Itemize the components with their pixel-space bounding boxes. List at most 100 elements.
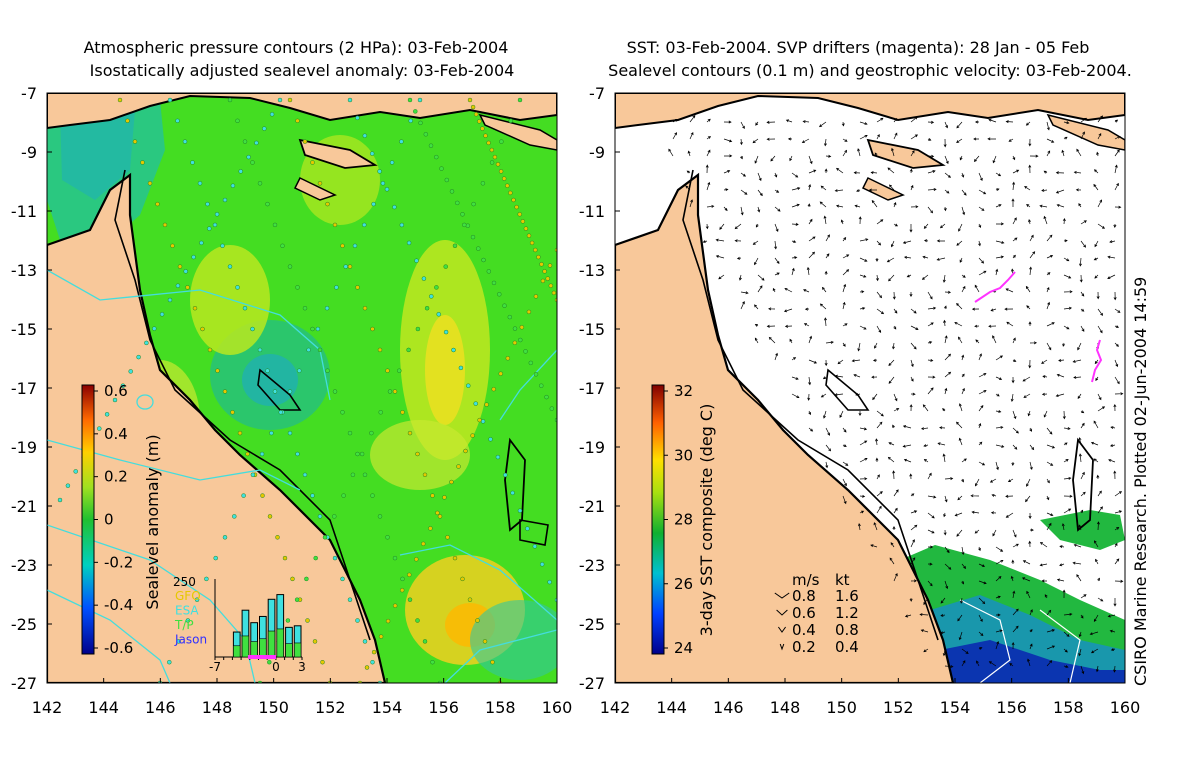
- left-y-tick-label: -17: [11, 379, 37, 398]
- left-x-tick-label: 150: [258, 698, 289, 717]
- left-x-tick-label: 160: [542, 698, 573, 717]
- speed-legend-ms: 0.6: [792, 604, 816, 622]
- velocity-arrows: [668, 115, 1124, 675]
- inset-bar: [267, 598, 276, 658]
- drifter-track: [974, 271, 1016, 303]
- speed-legend-arrow: [779, 643, 785, 651]
- right-x-tick-label: 144: [656, 698, 687, 717]
- speed-legend-ms: 0.2: [792, 638, 816, 656]
- left-colorbar-tick-label: -0.4: [104, 596, 133, 614]
- pressure-contour: [444, 629, 557, 683]
- inset-bar: [241, 609, 250, 658]
- left-y-tick-label: -25: [11, 615, 37, 634]
- credit-text: CSIRO Marine Research. Plotted 02-Jun-20…: [1131, 277, 1150, 686]
- speed-legend-row: 0.8 1.6: [774, 587, 859, 605]
- inset-bar: [285, 626, 293, 658]
- left-colorbar-tick-label: 0.4: [104, 425, 128, 443]
- sst-patch: [1040, 510, 1125, 550]
- left-y-tick-label: -27: [11, 674, 37, 693]
- left-x-tick-label: 158: [485, 698, 516, 717]
- land-louisiade: [861, 177, 905, 201]
- inset-bars: [214, 594, 303, 660]
- inset-legend-entry: T/P: [174, 618, 194, 632]
- reef-islands: [257, 368, 302, 411]
- speed-legend-kt: 1.2: [835, 604, 859, 622]
- right-y-tick-label: -17: [579, 379, 605, 398]
- sst-patch: [940, 640, 1125, 683]
- left-x-tick-label: 146: [145, 698, 176, 717]
- land-png: [615, 93, 1125, 130]
- right-x-tick-label: 148: [770, 698, 801, 717]
- left-y-tick-label: -13: [11, 261, 37, 280]
- right-y-tick-label: -7: [589, 84, 605, 103]
- right-title-line2: Sealevel contours (0.1 m) and geostrophi…: [608, 61, 1132, 80]
- speed-header-ms: m/s: [792, 571, 820, 589]
- right-title-line1: SST: 03-Feb-2004. SVP drifters (magenta)…: [627, 38, 1090, 57]
- speed-legend-row: 0.6 1.2: [776, 604, 859, 622]
- speed-legend-ms: 0.4: [792, 621, 816, 639]
- right-colorbar-tick-label: 30: [674, 446, 693, 464]
- left-colorbar: [81, 384, 95, 655]
- left-y-tick-label: -7: [21, 84, 37, 103]
- speed-legend-row: 0.4 0.8: [777, 621, 859, 639]
- right-colorbar-label: 3-day SST composite (deg C): [697, 404, 716, 637]
- land-png-islands: [298, 138, 378, 169]
- right-x-tick-label: 142: [600, 698, 631, 717]
- inset-legend-entry: Jason: [174, 633, 207, 647]
- inset-bar: [250, 622, 259, 658]
- right-colorbar-tick-label: 32: [674, 382, 693, 400]
- right-colorbar: [651, 384, 665, 655]
- inset-bar: [276, 594, 285, 658]
- inset-x-tick-label: 0: [272, 660, 280, 674]
- left-colorbar-tick-label: 0.6: [104, 382, 128, 400]
- left-y-tick-label: -11: [11, 202, 37, 221]
- inset-legend-entry: GFO: [175, 589, 201, 603]
- speed-legend-ms: 0.8: [792, 587, 816, 605]
- right-y-tick-label: -11: [579, 202, 605, 221]
- left-colorbar-tick-label: 0: [104, 511, 114, 529]
- left-y-tick-label: -9: [21, 143, 37, 162]
- right-colorbar-tick-label: 24: [674, 639, 693, 657]
- right-x-tick-label: 150: [826, 698, 857, 717]
- sla-blob-high: [370, 420, 470, 490]
- left-colorbar-tick-label: -0.6: [104, 639, 133, 657]
- land-png: [47, 93, 557, 130]
- sla-blob-north: [60, 110, 135, 200]
- inset-bar: [259, 615, 267, 658]
- inset-bar: [293, 625, 302, 658]
- right-y-tick-label: -15: [579, 320, 605, 339]
- left-y-tick-label: -19: [11, 438, 37, 457]
- pressure-contour: [399, 544, 557, 621]
- speed-legend-arrow: [777, 626, 787, 633]
- pressure-contour: [499, 349, 557, 421]
- left-title-line2: Isostatically adjusted sealevel anomaly:…: [90, 61, 515, 80]
- right-y-tick-label: -27: [579, 674, 605, 693]
- left-x-tick-label: 156: [428, 698, 459, 717]
- speed-legend-arrow: [776, 609, 788, 616]
- inset-x-tick-label: -7: [209, 660, 221, 674]
- right-x-tick-label: 158: [1053, 698, 1084, 717]
- right-x-tick-label: 152: [883, 698, 914, 717]
- speed-legend-kt: 1.6: [835, 587, 859, 605]
- reef-outline: [114, 169, 371, 641]
- sla-blob-low: [470, 600, 557, 680]
- left-x-tick-label: 142: [32, 698, 63, 717]
- left-title-line1: Atmospheric pressure contours (2 HPa): 0…: [84, 38, 509, 57]
- left-colorbar-ticks: 0.6 0.4 0.2 0 -0.2 -0.4 -0.6: [94, 382, 133, 657]
- land-solomons: [478, 113, 557, 151]
- sealevel-contour: [1039, 609, 1081, 683]
- left-x-tick-label: 148: [202, 698, 233, 717]
- land-louisiade: [293, 177, 337, 201]
- right-x-tick-label: 146: [713, 698, 744, 717]
- right-colorbar-tick-label: 26: [674, 575, 693, 593]
- left-y-tick-label: -21: [11, 497, 37, 516]
- right-y-tick-label: -23: [579, 556, 605, 575]
- right-x-tick-label: 160: [1110, 698, 1141, 717]
- reef-outline: [682, 169, 939, 641]
- left-x-tick-label: 152: [315, 698, 346, 717]
- right-y-tick-label: -25: [579, 615, 605, 634]
- left-colorbar-tick-label: 0.2: [104, 468, 128, 486]
- left-map: [47, 93, 557, 683]
- right-x-tick-label: 156: [996, 698, 1027, 717]
